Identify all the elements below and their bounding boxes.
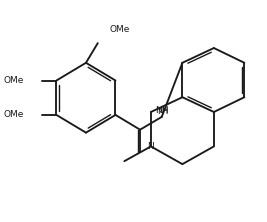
Text: OMe: OMe [4, 76, 24, 85]
Text: N: N [157, 107, 164, 117]
Text: OMe: OMe [4, 110, 24, 119]
Text: N: N [148, 142, 154, 151]
Text: OMe: OMe [109, 25, 130, 34]
Text: H: H [162, 107, 168, 117]
Text: NH: NH [155, 105, 168, 115]
